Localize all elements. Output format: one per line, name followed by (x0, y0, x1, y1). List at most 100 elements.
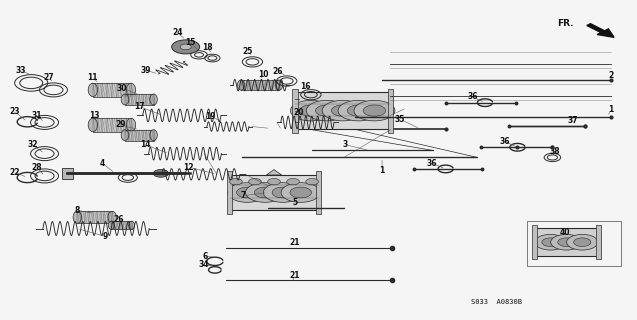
Text: 33: 33 (15, 66, 25, 75)
Circle shape (272, 187, 294, 198)
Ellipse shape (129, 221, 134, 229)
Circle shape (290, 100, 331, 121)
Circle shape (236, 187, 258, 198)
Circle shape (172, 40, 199, 54)
Text: FR.: FR. (557, 19, 574, 28)
Ellipse shape (88, 83, 97, 97)
Ellipse shape (108, 221, 114, 229)
Text: 5: 5 (292, 197, 297, 206)
Text: 26: 26 (273, 67, 283, 76)
Bar (292, 89, 297, 132)
Text: 19: 19 (205, 112, 216, 121)
Circle shape (322, 100, 363, 121)
Circle shape (254, 187, 276, 198)
Text: 39: 39 (140, 66, 151, 75)
Bar (77, 211, 112, 223)
Ellipse shape (150, 94, 157, 105)
Ellipse shape (88, 118, 97, 132)
FancyArrow shape (587, 24, 614, 37)
Text: 10: 10 (258, 70, 268, 79)
Text: 40: 40 (560, 228, 570, 237)
Circle shape (180, 44, 191, 50)
Bar (532, 225, 537, 259)
Text: 38: 38 (550, 147, 561, 156)
Circle shape (567, 234, 598, 250)
Circle shape (268, 179, 280, 185)
Circle shape (229, 179, 242, 185)
Text: 2: 2 (608, 71, 613, 80)
Text: 32: 32 (27, 140, 38, 149)
FancyBboxPatch shape (229, 175, 318, 210)
Bar (227, 172, 232, 213)
Ellipse shape (276, 80, 283, 90)
Bar (93, 118, 131, 132)
Bar (596, 225, 601, 259)
Bar (241, 80, 279, 90)
Text: 26: 26 (113, 215, 124, 224)
Text: 15: 15 (185, 38, 196, 47)
Text: 30: 30 (116, 84, 127, 93)
Text: 1: 1 (380, 166, 385, 175)
Text: 3: 3 (343, 140, 348, 149)
Circle shape (290, 187, 311, 198)
Text: 11: 11 (87, 73, 97, 82)
Circle shape (574, 238, 591, 246)
Text: 14: 14 (140, 140, 150, 149)
Circle shape (245, 183, 285, 202)
Circle shape (306, 100, 347, 121)
Circle shape (306, 179, 318, 185)
Text: 12: 12 (183, 163, 194, 172)
Circle shape (338, 100, 379, 121)
Text: 36: 36 (499, 137, 510, 146)
Circle shape (248, 179, 261, 185)
Text: 8: 8 (75, 206, 80, 215)
Text: 9: 9 (103, 232, 108, 241)
Text: 7: 7 (241, 191, 246, 200)
Ellipse shape (121, 94, 129, 105)
Text: 34: 34 (199, 260, 210, 269)
Text: 31: 31 (32, 111, 42, 120)
Bar (125, 94, 154, 105)
Circle shape (263, 183, 303, 202)
Text: 16: 16 (301, 82, 311, 91)
Circle shape (558, 238, 575, 246)
Text: 36: 36 (426, 159, 437, 168)
Text: 6: 6 (202, 252, 208, 261)
Circle shape (542, 238, 559, 246)
Circle shape (228, 183, 267, 202)
Bar (388, 89, 393, 132)
FancyBboxPatch shape (534, 228, 598, 256)
FancyBboxPatch shape (295, 92, 390, 129)
Text: 27: 27 (44, 73, 54, 82)
Ellipse shape (126, 118, 136, 132)
Text: 25: 25 (242, 46, 252, 56)
Ellipse shape (73, 211, 82, 223)
Text: 21: 21 (289, 238, 299, 247)
Circle shape (551, 234, 582, 250)
Circle shape (299, 105, 322, 116)
Text: 20: 20 (293, 108, 303, 117)
Circle shape (154, 170, 169, 177)
Circle shape (535, 234, 566, 250)
Text: 28: 28 (32, 163, 42, 172)
Circle shape (347, 105, 370, 116)
Bar (316, 172, 321, 213)
Text: 21: 21 (289, 271, 299, 280)
Text: 13: 13 (90, 111, 100, 120)
Ellipse shape (150, 130, 157, 140)
Circle shape (331, 105, 354, 116)
Ellipse shape (121, 130, 129, 140)
Text: 29: 29 (115, 120, 125, 130)
Circle shape (354, 100, 395, 121)
Bar (62, 168, 73, 179)
Bar (111, 221, 132, 229)
Text: 37: 37 (568, 116, 578, 125)
Text: 18: 18 (202, 43, 213, 52)
Circle shape (363, 105, 385, 116)
Text: 35: 35 (395, 115, 405, 124)
Bar (125, 130, 154, 140)
Polygon shape (266, 170, 282, 175)
Text: 1: 1 (608, 105, 613, 114)
Bar (527, 220, 621, 266)
Text: 22: 22 (10, 168, 20, 177)
